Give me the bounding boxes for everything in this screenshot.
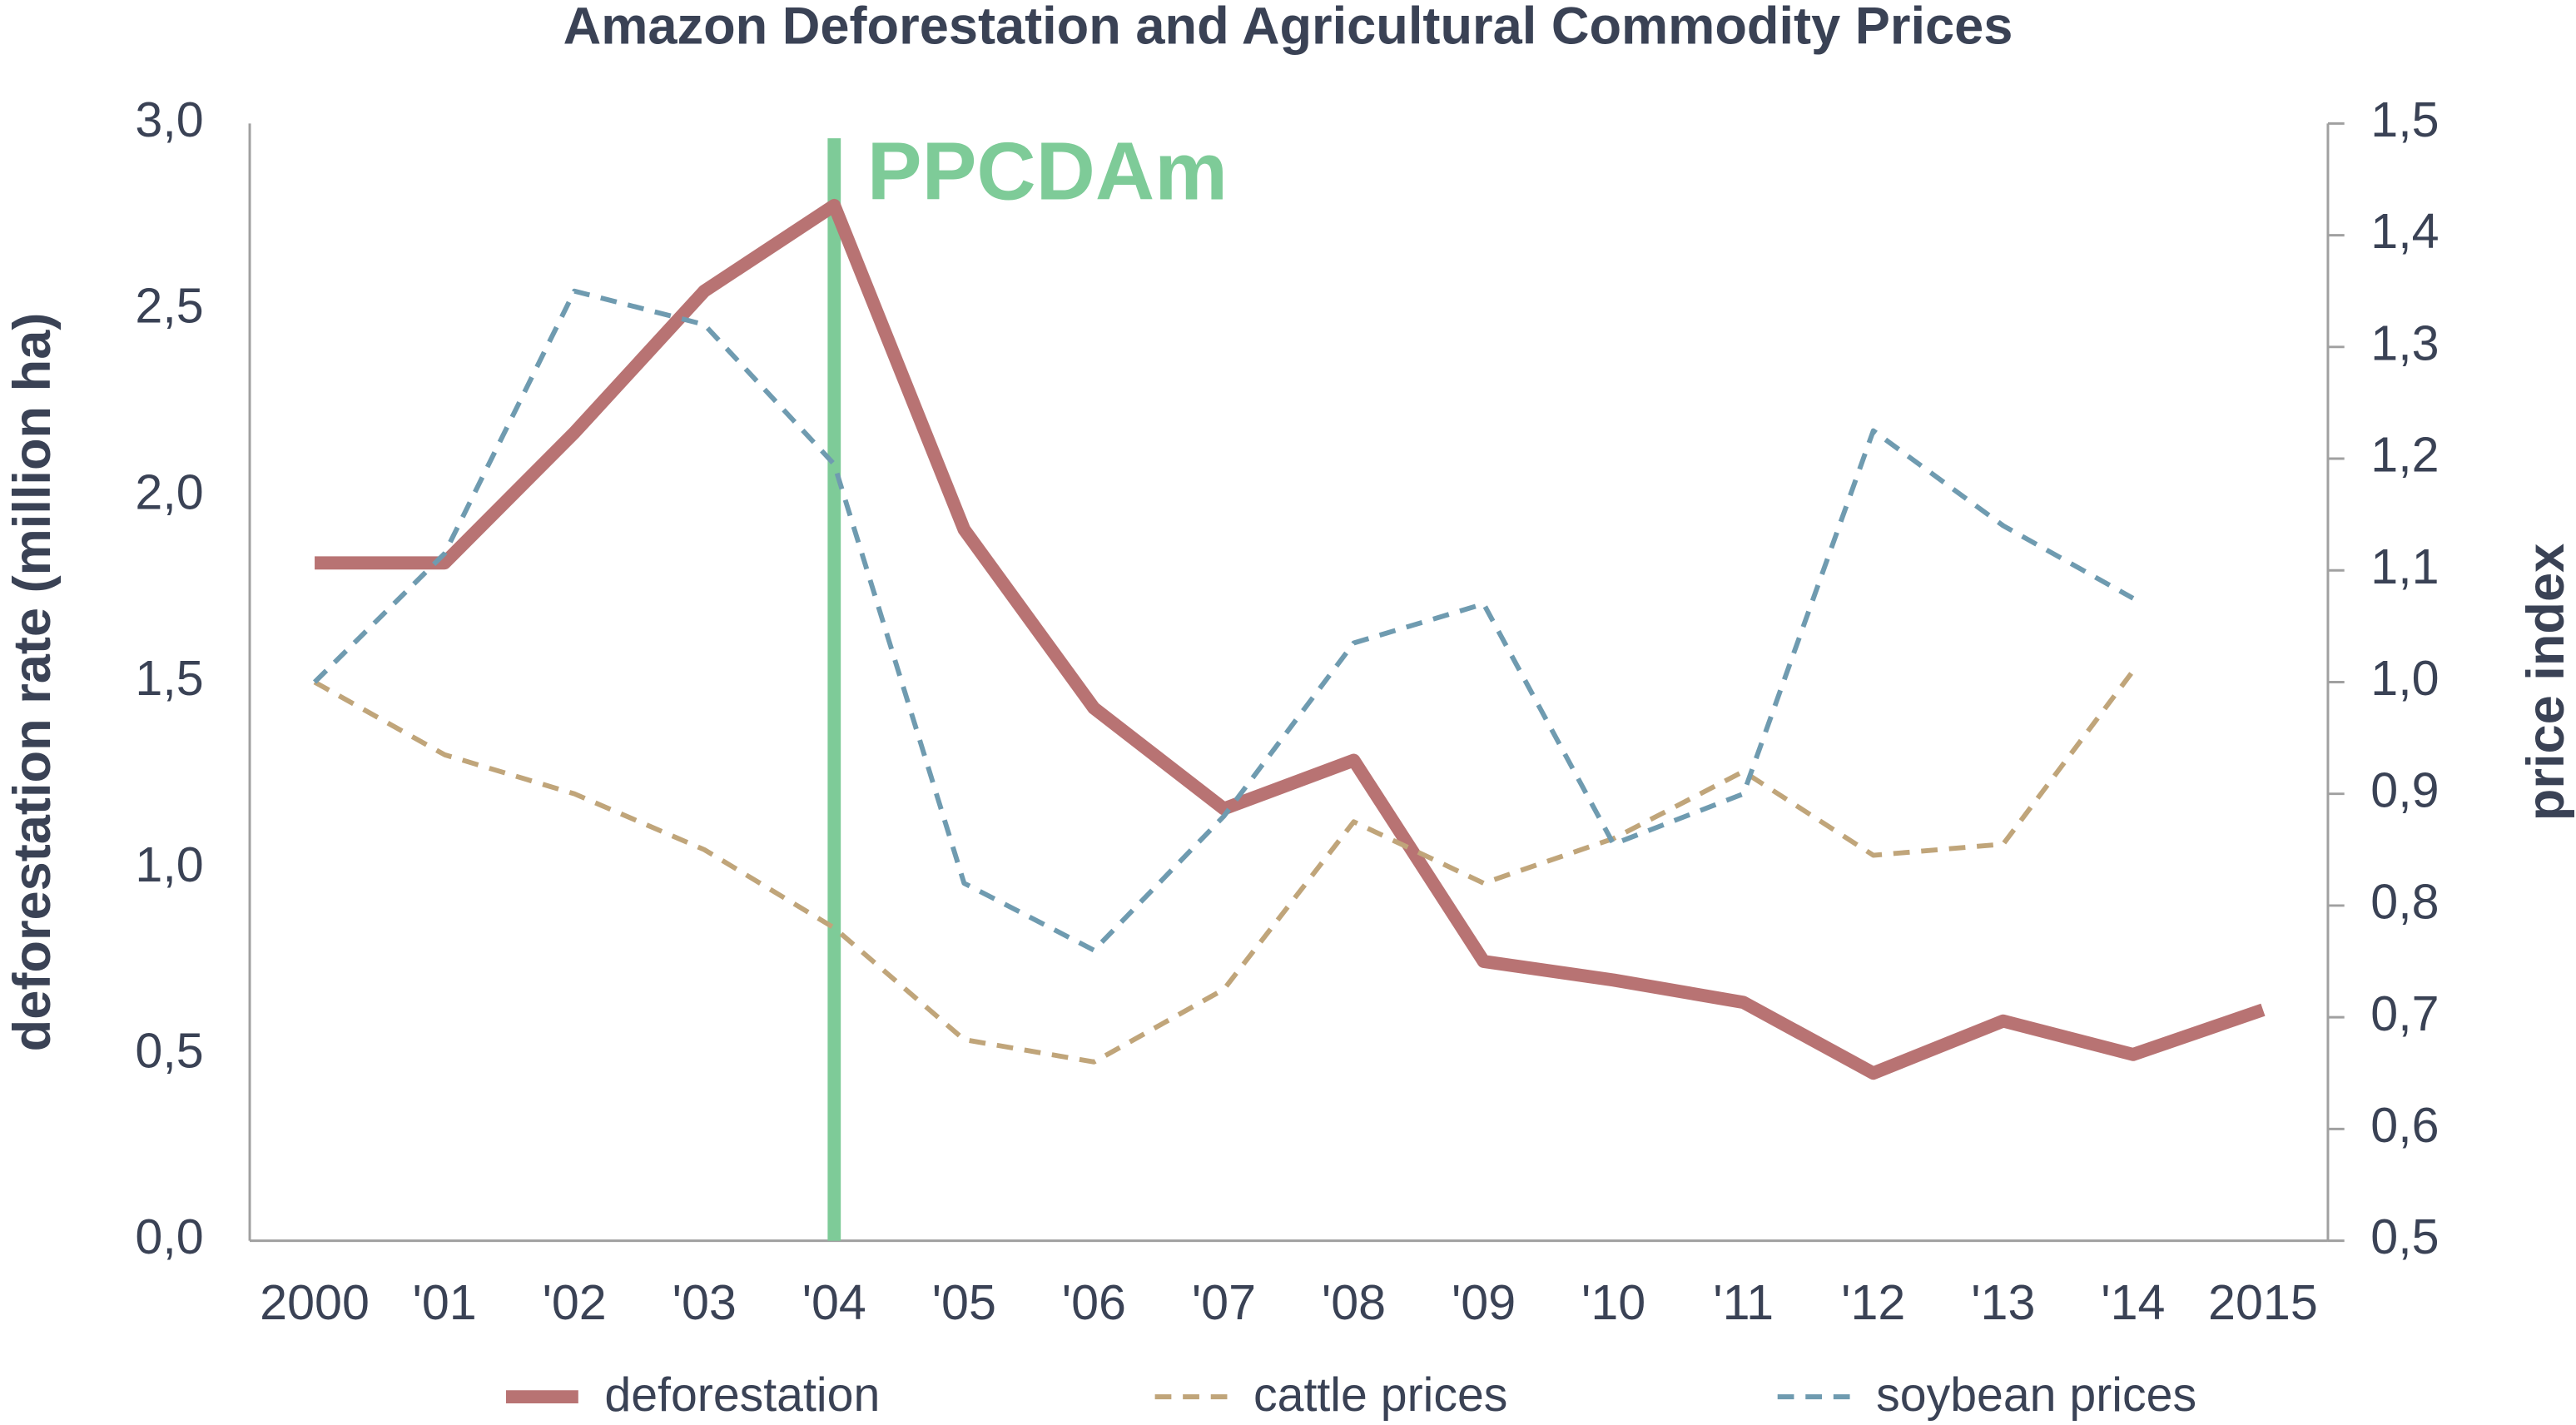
x-tick-label: '03 <box>673 1274 737 1330</box>
x-tick-label: '13 <box>1971 1274 2035 1330</box>
y2-tick-label: 1,2 <box>2370 427 2439 483</box>
legend-label: soybean prices <box>1876 1368 2196 1422</box>
series-line <box>315 198 2266 1080</box>
y-tick-label: 0,5 <box>135 1023 203 1079</box>
y-tick-label: 2,0 <box>135 464 203 519</box>
y-tick-label: 3,0 <box>135 92 203 147</box>
y-tick-label: 1,0 <box>135 837 203 892</box>
x-tick-label: 2015 <box>2208 1274 2318 1330</box>
x-tick-label: '10 <box>1581 1274 1645 1330</box>
x-tick-label: '06 <box>1062 1274 1126 1330</box>
y2-tick-label: 1,3 <box>2370 315 2439 370</box>
y2-tick-label: 0,6 <box>2370 1097 2439 1153</box>
y2-tick-label: 0,7 <box>2370 986 2439 1041</box>
x-tick-label: '07 <box>1192 1274 1256 1330</box>
x-tick-label: '14 <box>2101 1274 2165 1330</box>
y2-tick-label: 1,5 <box>2370 92 2439 147</box>
x-tick-label: '12 <box>1841 1274 1905 1330</box>
x-tick-label: '11 <box>1713 1274 1774 1330</box>
y2-tick-label: 1,4 <box>2370 203 2439 259</box>
series-line <box>312 288 2135 953</box>
series-line <box>313 669 2136 1065</box>
x-tick-label: '01 <box>413 1274 477 1330</box>
y2-tick-label: 1,1 <box>2370 539 2439 594</box>
x-tick-label: '02 <box>543 1274 607 1330</box>
x-tick-label: '04 <box>802 1274 866 1330</box>
y2-axis-title: price index <box>2517 544 2575 821</box>
y-axis-title: deforestation rate (million ha) <box>3 313 62 1052</box>
x-tick-label: '08 <box>1322 1274 1386 1330</box>
y2-tick-label: 1,0 <box>2370 650 2439 706</box>
x-tick-label: '09 <box>1452 1274 1516 1330</box>
x-tick-label: '05 <box>932 1274 996 1330</box>
legend-label: deforestation <box>604 1368 880 1422</box>
y-tick-label: 1,5 <box>135 650 203 706</box>
y2-tick-label: 0,8 <box>2370 874 2439 930</box>
y-tick-label: 2,5 <box>135 278 203 334</box>
chart-title: Amazon Deforestation and Agricultural Co… <box>563 0 2013 56</box>
legend-label: cattle prices <box>1253 1368 1507 1422</box>
y2-tick-label: 0,5 <box>2370 1209 2439 1264</box>
y2-tick-label: 0,9 <box>2370 762 2439 817</box>
x-tick-label: 2000 <box>260 1274 370 1330</box>
y-tick-label: 0,0 <box>135 1209 203 1264</box>
annotation-label: PPCDAm <box>867 126 1228 217</box>
